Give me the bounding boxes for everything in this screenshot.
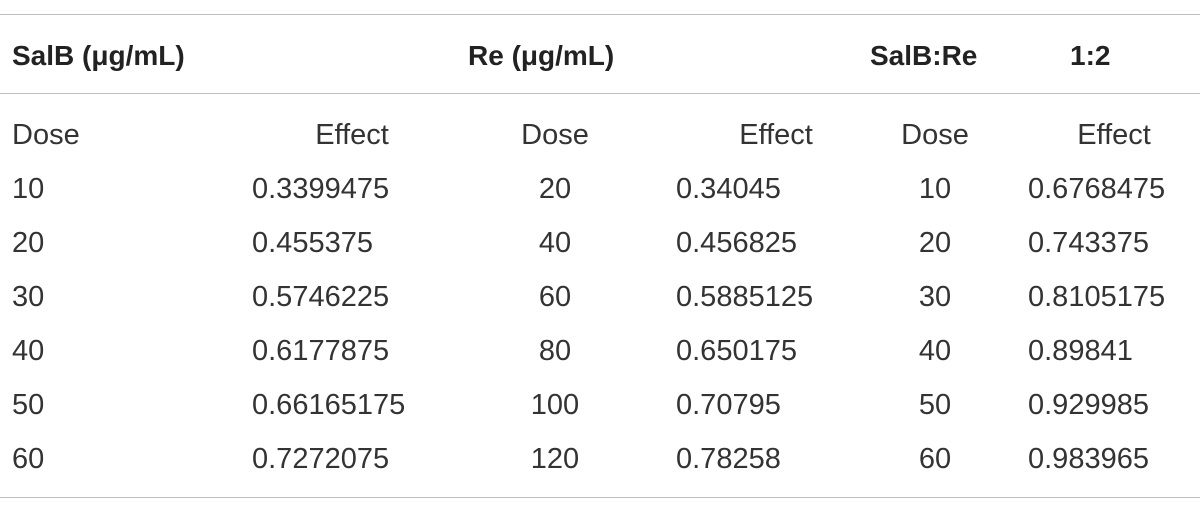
cell-dose-salb: 50 xyxy=(12,389,45,421)
cell-dose-combo: 20 xyxy=(918,227,952,259)
cell-dose-re: 120 xyxy=(530,443,580,475)
cell-dose-re: 80 xyxy=(538,335,572,367)
cell-effect-re: 0.456825 xyxy=(676,227,797,259)
cell-effect-re: 0.650175 xyxy=(676,335,797,367)
cell-effect-salb: 0.5746225 xyxy=(252,281,390,313)
cell-effect-salb: 0.3399475 xyxy=(252,173,390,205)
table-row: 10 0.3399475 20 0.34045 10 0.6768475 xyxy=(0,162,1200,216)
cell-effect-combo: 0.743375 xyxy=(1028,227,1149,259)
cell-dose-combo: 60 xyxy=(918,443,952,475)
table-row: 50 0.66165175 100 0.70795 50 0.929985 xyxy=(0,378,1200,432)
cell-dose-combo: 40 xyxy=(918,335,952,367)
cell-effect-combo: 0.89841 xyxy=(1028,335,1133,367)
cell-dose-salb: 30 xyxy=(12,281,45,313)
cell-dose-re: 60 xyxy=(538,281,572,313)
table-row: 30 0.5746225 60 0.5885125 30 0.8105175 xyxy=(0,270,1200,324)
column-header-dose-combo: Dose xyxy=(901,119,969,151)
header-salb-re: SalB:Re xyxy=(870,40,978,71)
cell-effect-salb: 0.6177875 xyxy=(252,335,390,367)
column-header-effect-salb: Effect xyxy=(315,119,389,151)
cell-effect-salb: 0.455375 xyxy=(252,227,373,259)
cell-dose-re: 100 xyxy=(530,389,580,421)
cell-effect-combo: 0.6768475 xyxy=(1028,173,1166,205)
cell-effect-re: 0.70795 xyxy=(676,389,781,421)
cell-dose-salb: 60 xyxy=(12,443,45,475)
column-header-dose-salb: Dose xyxy=(12,119,80,151)
cell-dose-combo: 10 xyxy=(918,173,952,205)
cell-effect-salb: 0.7272075 xyxy=(252,443,390,475)
column-header-effect-re: Effect xyxy=(739,119,813,151)
cell-effect-combo: 0.929985 xyxy=(1028,389,1149,421)
cell-dose-salb: 10 xyxy=(12,173,45,205)
header-rule xyxy=(0,93,1200,94)
column-header-row: Dose Effect Dose Effect Dose Effect xyxy=(0,108,1200,162)
header-salb: SalB (μg/mL) xyxy=(12,40,185,71)
cell-dose-salb: 20 xyxy=(12,227,45,259)
cell-dose-salb: 40 xyxy=(12,335,45,367)
header-ratio: 1:2 xyxy=(1070,40,1111,71)
cell-effect-salb: 0.66165175 xyxy=(252,389,406,421)
table-row: 40 0.6177875 80 0.650175 40 0.89841 xyxy=(0,324,1200,378)
cell-effect-re: 0.34045 xyxy=(676,173,781,205)
cell-dose-re: 40 xyxy=(538,227,572,259)
cell-effect-re: 0.5885125 xyxy=(676,281,814,313)
cell-dose-re: 20 xyxy=(538,173,572,205)
header-re: Re (μg/mL) xyxy=(468,40,615,71)
table-row: 60 0.7272075 120 0.78258 60 0.983965 xyxy=(0,432,1200,486)
column-header-dose-re: Dose xyxy=(521,119,589,151)
top-rule xyxy=(0,14,1200,15)
column-header-effect-combo: Effect xyxy=(1077,119,1151,151)
cell-effect-re: 0.78258 xyxy=(676,443,781,475)
cell-dose-combo: 30 xyxy=(918,281,952,313)
bottom-rule xyxy=(0,497,1200,498)
cell-effect-combo: 0.983965 xyxy=(1028,443,1149,475)
table-row: 20 0.455375 40 0.456825 20 0.743375 xyxy=(0,216,1200,270)
cell-effect-combo: 0.8105175 xyxy=(1028,281,1166,313)
cell-dose-combo: 50 xyxy=(918,389,952,421)
